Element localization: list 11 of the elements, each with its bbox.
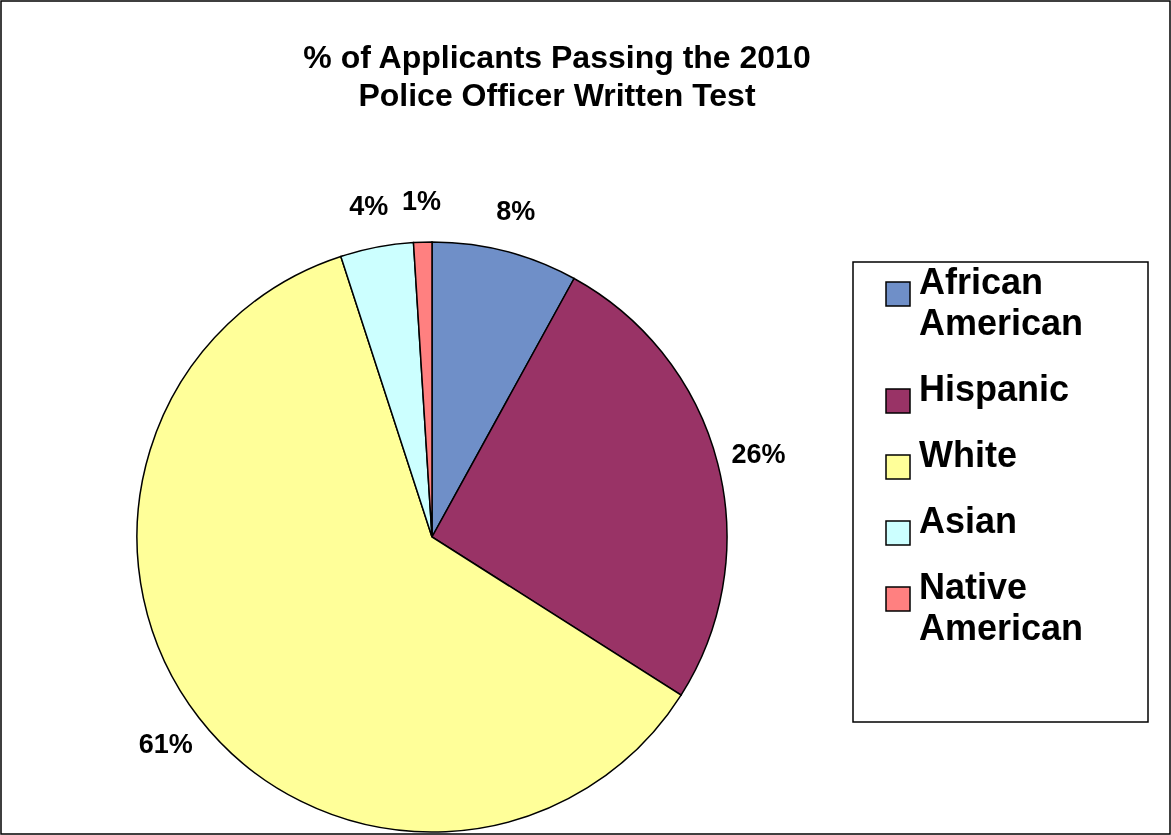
data-label: 8% — [496, 196, 536, 227]
legend-label: White — [919, 434, 1017, 475]
legend-label: Native American — [919, 566, 1084, 648]
legend-label: Hispanic — [919, 368, 1070, 409]
chart-title: % of Applicants Passing the 2010 Police Officer Written Test — [303, 39, 811, 113]
data-label: 26% — [731, 438, 786, 469]
legend-label: African American — [919, 261, 1084, 343]
data-label: 4% — [349, 191, 389, 222]
data-label: 1% — [401, 185, 441, 216]
legend-label: Asian — [919, 500, 1018, 541]
data-label: 61% — [138, 729, 193, 759]
